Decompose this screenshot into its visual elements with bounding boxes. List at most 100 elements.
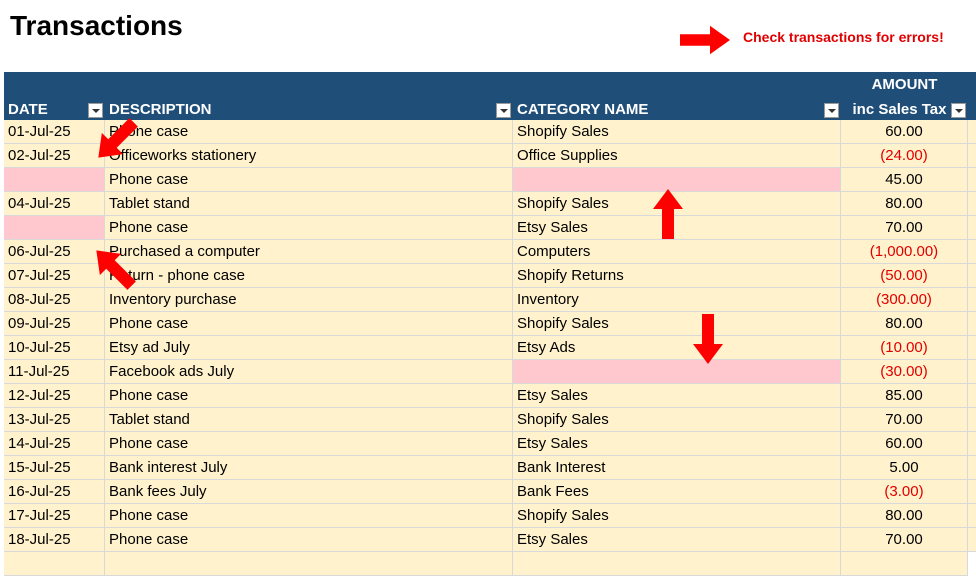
table-cell: Etsy Ads bbox=[513, 336, 841, 360]
empty-cell bbox=[968, 384, 976, 408]
table-cell: Purchased a computer bbox=[105, 240, 513, 264]
table-cell: Tablet stand bbox=[105, 408, 513, 432]
filter-button[interactable] bbox=[496, 103, 511, 118]
table-cell: 16-Jul-25 bbox=[4, 480, 105, 504]
table-cell: Phone case bbox=[105, 312, 513, 336]
header-filler bbox=[968, 72, 976, 120]
empty-cell bbox=[968, 288, 976, 312]
table-cell bbox=[4, 216, 105, 240]
empty-cell bbox=[968, 144, 976, 168]
table-cell: 02-Jul-25 bbox=[4, 144, 105, 168]
table-cell: 07-Jul-25 bbox=[4, 264, 105, 288]
table-cell: 04-Jul-25 bbox=[4, 192, 105, 216]
empty-cell bbox=[968, 504, 976, 528]
table-cell: Etsy Sales bbox=[513, 432, 841, 456]
table-cell: Tablet stand bbox=[105, 192, 513, 216]
filter-button[interactable] bbox=[824, 103, 839, 118]
table-cell: Shopify Sales bbox=[513, 408, 841, 432]
column-header-sublabel: inc Sales Tax bbox=[852, 101, 947, 118]
table-cell: Phone case bbox=[105, 120, 513, 144]
amount-cell: 85.00 bbox=[841, 384, 968, 408]
table-cell: 15-Jul-25 bbox=[4, 456, 105, 480]
amount-cell: (10.00) bbox=[841, 336, 968, 360]
empty-cell bbox=[968, 432, 976, 456]
amount-cell: 60.00 bbox=[841, 120, 968, 144]
empty-cell bbox=[513, 552, 841, 576]
table-cell: Facebook ads July bbox=[105, 360, 513, 384]
empty-cell bbox=[968, 264, 976, 288]
table-cell: 06-Jul-25 bbox=[4, 240, 105, 264]
table-cell bbox=[4, 168, 105, 192]
amount-cell: (24.00) bbox=[841, 144, 968, 168]
table-cell: Bank interest July bbox=[105, 456, 513, 480]
filter-button[interactable] bbox=[88, 103, 103, 118]
column-header: DESCRIPTION bbox=[105, 72, 513, 120]
amount-cell: 70.00 bbox=[841, 408, 968, 432]
table-cell: Shopify Sales bbox=[513, 312, 841, 336]
table-cell: Bank Fees bbox=[513, 480, 841, 504]
table-cell: Phone case bbox=[105, 384, 513, 408]
amount-cell: 70.00 bbox=[841, 528, 968, 552]
empty-cell bbox=[968, 192, 976, 216]
column-header-label: DATE bbox=[8, 101, 48, 118]
amount-cell: (1,000.00) bbox=[841, 240, 968, 264]
amount-cell: 80.00 bbox=[841, 312, 968, 336]
empty-cell bbox=[4, 552, 105, 576]
page-title: Transactions bbox=[10, 10, 183, 41]
amount-cell: (50.00) bbox=[841, 264, 968, 288]
column-header: CATEGORY NAME bbox=[513, 72, 841, 120]
table-cell: Shopify Sales bbox=[513, 504, 841, 528]
table-cell: Phone case bbox=[105, 168, 513, 192]
empty-cell bbox=[968, 408, 976, 432]
filter-button[interactable] bbox=[951, 103, 966, 118]
empty-cell bbox=[968, 216, 976, 240]
table-cell: 13-Jul-25 bbox=[4, 408, 105, 432]
amount-cell: (300.00) bbox=[841, 288, 968, 312]
table-cell: Etsy ad July bbox=[105, 336, 513, 360]
table-cell: Phone case bbox=[105, 432, 513, 456]
empty-cell bbox=[968, 168, 976, 192]
table-cell: Shopify Returns bbox=[513, 264, 841, 288]
amount-cell: 80.00 bbox=[841, 504, 968, 528]
empty-cell bbox=[968, 480, 976, 504]
empty-cell bbox=[841, 552, 968, 576]
empty-cell bbox=[968, 456, 976, 480]
table-cell: Phone case bbox=[105, 504, 513, 528]
table-cell: 10-Jul-25 bbox=[4, 336, 105, 360]
table-cell: Officeworks stationery bbox=[105, 144, 513, 168]
empty-cell bbox=[968, 528, 976, 552]
empty-cell bbox=[968, 120, 976, 144]
empty-cell bbox=[968, 312, 976, 336]
amount-cell: 70.00 bbox=[841, 216, 968, 240]
column-header: DATE bbox=[4, 72, 105, 120]
table-cell: Phone case bbox=[105, 528, 513, 552]
table-cell bbox=[513, 360, 841, 384]
spreadsheet: DATE DESCRIPTION CATEGORY NAME AMOUNT inc Sa… bbox=[4, 72, 976, 576]
empty-cell bbox=[105, 552, 513, 576]
table-cell: Inventory bbox=[513, 288, 841, 312]
table-cell: Etsy Sales bbox=[513, 216, 841, 240]
empty-cell bbox=[968, 360, 976, 384]
column-header-label: DESCRIPTION bbox=[109, 101, 212, 118]
table-cell: Office Supplies bbox=[513, 144, 841, 168]
table-cell: Etsy Sales bbox=[513, 528, 841, 552]
empty-cell bbox=[968, 336, 976, 360]
table-cell: Shopify Sales bbox=[513, 120, 841, 144]
table-cell: 01-Jul-25 bbox=[4, 120, 105, 144]
table-cell: Inventory purchase bbox=[105, 288, 513, 312]
table-cell: 14-Jul-25 bbox=[4, 432, 105, 456]
table-cell: 09-Jul-25 bbox=[4, 312, 105, 336]
table-cell: 12-Jul-25 bbox=[4, 384, 105, 408]
table-cell: Return - phone case bbox=[105, 264, 513, 288]
empty-cell bbox=[968, 240, 976, 264]
amount-cell: (30.00) bbox=[841, 360, 968, 384]
amount-cell: 5.00 bbox=[841, 456, 968, 480]
column-header-label: CATEGORY NAME bbox=[517, 101, 649, 118]
table-cell: Bank Interest bbox=[513, 456, 841, 480]
table-cell: Phone case bbox=[105, 216, 513, 240]
amount-cell: (3.00) bbox=[841, 480, 968, 504]
error-note: Check transactions for errors! bbox=[743, 29, 944, 45]
column-header-label: AMOUNT bbox=[871, 76, 938, 93]
table-cell: Bank fees July bbox=[105, 480, 513, 504]
amount-cell: 80.00 bbox=[841, 192, 968, 216]
